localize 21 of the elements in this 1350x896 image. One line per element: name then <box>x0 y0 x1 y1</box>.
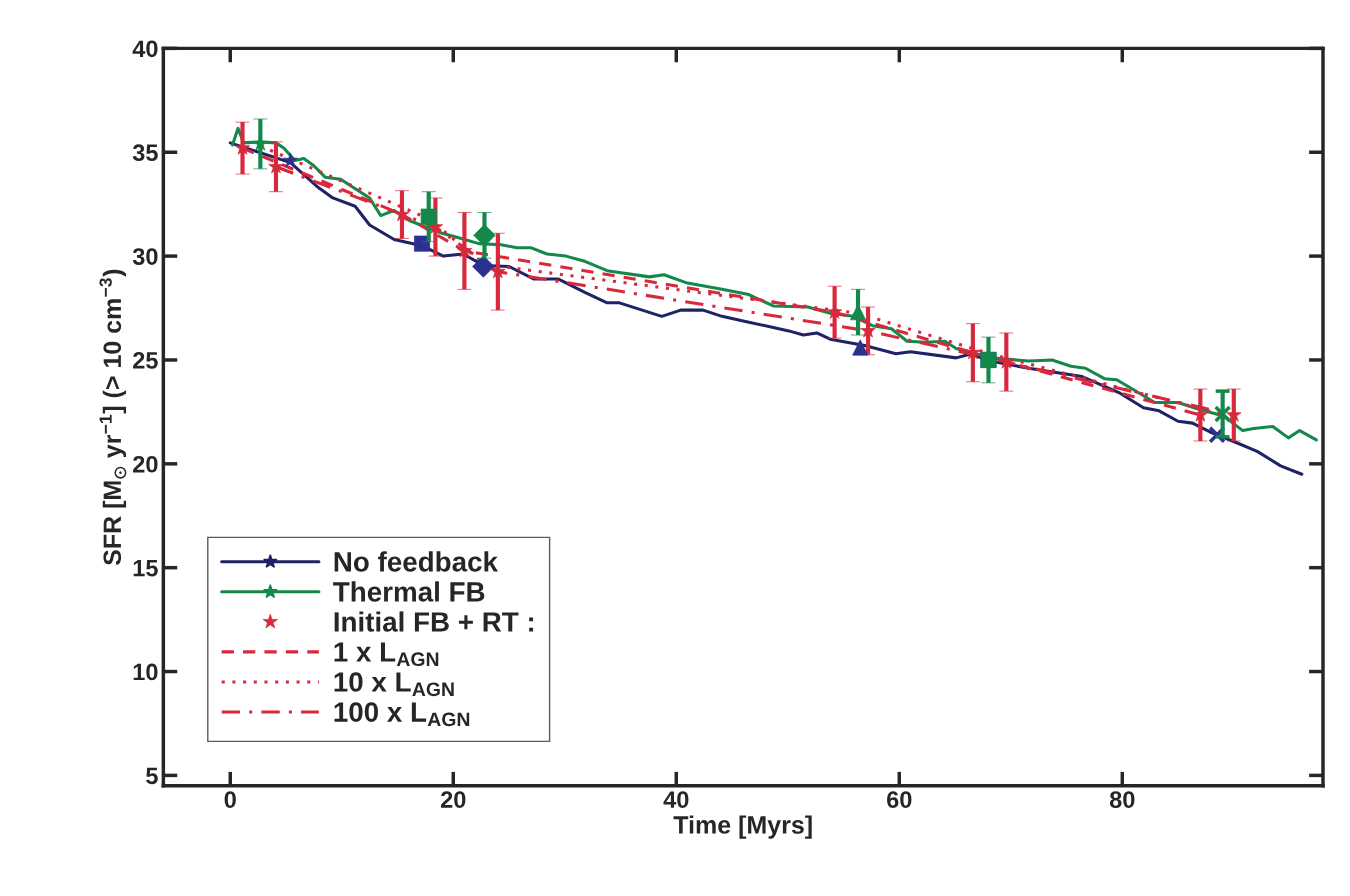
x-tick-label: 20 <box>440 791 466 808</box>
y-tick-label: 5 <box>146 767 158 785</box>
y-tick-label: 15 <box>133 560 158 577</box>
x-axis-title: Time [Myrs] <box>673 815 812 839</box>
y-tick-label: 30 <box>132 248 158 265</box>
legend-label: 1 x L$_{AGN}$ <box>334 642 439 667</box>
x-tick-label: 60 <box>887 791 912 808</box>
x-tick-label: 80 <box>1109 791 1135 808</box>
y-tick-label: 25 <box>133 352 158 369</box>
legend-label: 100 x L$_{AGN}$ <box>334 702 470 727</box>
y-axis-title: SFR [M$_{⊙}$ yr$^{−1}$] (> 10 cm$^{−3}$) <box>99 269 127 566</box>
legend-label: No feedback <box>334 551 498 572</box>
y-tick-label: 10 <box>133 663 158 681</box>
y-tick-label: 40 <box>132 40 158 58</box>
legend-label: Thermal FB <box>333 581 485 602</box>
legend-label: 10 x L$_{AGN}$ <box>334 672 454 697</box>
x-tick-label: 0 <box>224 791 236 808</box>
y-tick-label: 35 <box>132 144 158 162</box>
legend-label: Initial FB + RT : <box>334 611 534 632</box>
x-tick-label: 40 <box>663 791 689 808</box>
y-tick-label: 20 <box>133 455 158 473</box>
